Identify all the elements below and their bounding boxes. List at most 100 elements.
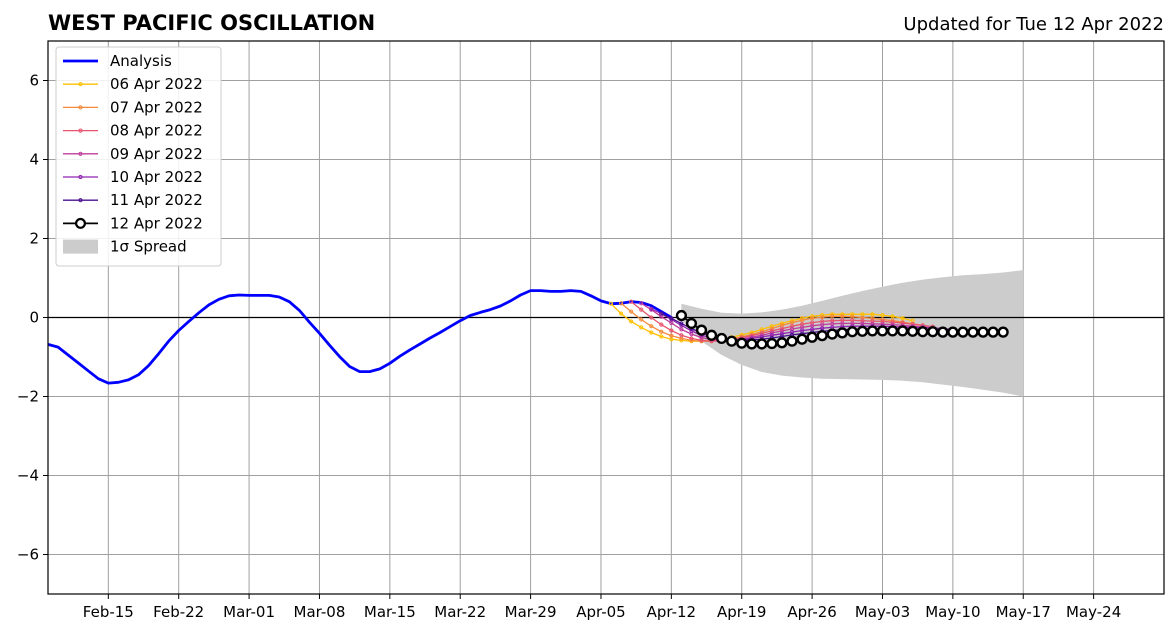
legend-label: 11 Apr 2022 — [110, 191, 203, 209]
legend-entry: 09 Apr 2022 — [63, 145, 203, 163]
forecast-point — [669, 316, 674, 321]
forecast-point — [659, 329, 664, 334]
x-tick-label: Apr-26 — [787, 603, 837, 621]
legend-label: 08 Apr 2022 — [110, 122, 203, 140]
x-tick-label: Apr-12 — [647, 603, 697, 621]
forecast-point — [649, 306, 654, 311]
legend-marker — [78, 151, 83, 156]
forecast-series-6 — [675, 309, 1009, 350]
legend-label: 09 Apr 2022 — [110, 145, 203, 163]
forecast-point — [649, 330, 654, 335]
y-tick-label: −6 — [17, 546, 39, 564]
forecast-point — [669, 333, 674, 338]
forecast-point — [699, 335, 704, 340]
forecast-point — [639, 325, 644, 330]
x-tick-label: May-17 — [996, 603, 1051, 621]
legend-entry: 07 Apr 2022 — [63, 98, 203, 116]
forecast-point — [880, 313, 885, 318]
forecast-point — [705, 329, 718, 341]
forecast-point — [629, 299, 634, 304]
forecast-point — [639, 317, 644, 322]
x-tick-label: Mar-01 — [223, 603, 275, 621]
forecast-point — [776, 337, 788, 349]
legend-marker — [78, 128, 83, 133]
forecast-series — [608, 299, 1009, 350]
forecast-point — [618, 311, 624, 316]
legend-marker — [78, 105, 83, 110]
x-tick-label: Feb-22 — [153, 603, 204, 621]
forecast-point — [759, 327, 764, 332]
x-tick-label: Apr-05 — [576, 603, 626, 621]
forecast-point — [890, 314, 895, 319]
y-tick-label: 0 — [29, 309, 39, 327]
forecast-point — [927, 326, 939, 338]
y-tick-label: −4 — [17, 467, 39, 485]
forecast-point — [890, 320, 895, 325]
forecast-point — [866, 325, 879, 337]
x-axis-ticks: Feb-15 Feb-22 Mar-01 Mar-08 Mar-15 Mar-22 Mar-… — [83, 594, 1121, 621]
forecast-point — [629, 309, 634, 314]
x-tick-label: Feb-15 — [83, 603, 134, 621]
legend-label: 12 Apr 2022 — [110, 214, 203, 232]
forecast-point — [987, 326, 999, 338]
forecast-point — [937, 326, 949, 338]
forecast-point — [907, 325, 919, 337]
analysis-series — [47, 289, 673, 385]
forecast-point — [726, 335, 738, 347]
legend-marker — [74, 217, 86, 229]
forecast-point — [679, 327, 684, 332]
forecast-point — [618, 301, 624, 306]
x-tick-label: Mar-22 — [434, 603, 486, 621]
forecast-line — [610, 303, 913, 342]
legend-label: 06 Apr 2022 — [110, 75, 203, 93]
forecast-point — [947, 326, 959, 338]
forecast-point — [608, 301, 614, 306]
forecast-point — [967, 326, 979, 338]
forecast-point — [997, 326, 1009, 338]
forecast-point — [816, 330, 828, 342]
x-tick-label: May-24 — [1066, 603, 1121, 621]
chart-subtitle: Updated for Tue 12 Apr 2022 — [903, 14, 1164, 35]
legend-marker — [78, 82, 83, 87]
forecast-point — [846, 326, 858, 338]
x-tick-label: May-03 — [855, 603, 910, 621]
x-tick-label: Mar-15 — [364, 603, 416, 621]
forecast-point — [917, 326, 929, 338]
forecast-point — [870, 312, 875, 317]
forecast-point — [876, 325, 889, 337]
legend-entry: 11 Apr 2022 — [63, 191, 203, 209]
forecast-point — [856, 325, 868, 337]
legend-marker — [78, 198, 83, 203]
legend-label: 1σ Spread — [110, 238, 187, 256]
forecast-point — [659, 334, 664, 339]
forecast-point — [836, 327, 848, 339]
x-tick-label: Mar-29 — [505, 603, 557, 621]
legend-label: 07 Apr 2022 — [110, 98, 203, 116]
legend-entry: 08 Apr 2022 — [63, 122, 203, 140]
legend: Analysis 06 Apr 2022 07 Apr 2022 08 Apr 202… — [55, 46, 222, 267]
forecast-point — [639, 301, 644, 306]
forecast-point — [689, 328, 694, 334]
forecast-point — [675, 309, 688, 322]
forecast-point — [629, 319, 634, 324]
legend-entry: 12 Apr 2022 — [63, 214, 203, 232]
forecast-point — [769, 326, 774, 331]
forecast-point — [840, 314, 845, 319]
x-tick-label: May-10 — [925, 603, 980, 621]
forecast-point — [695, 324, 708, 336]
forecast-point — [769, 324, 774, 329]
y-tick-label: −2 — [17, 388, 39, 406]
forecast-point — [659, 311, 664, 316]
forecast-point — [669, 328, 674, 333]
forecast-point — [649, 315, 654, 320]
legend-entry: 10 Apr 2022 — [63, 168, 203, 186]
analysis-line — [47, 289, 673, 385]
forecast-point — [769, 330, 774, 336]
forecast-point — [957, 326, 969, 338]
forecast-point — [806, 331, 818, 343]
forecast-point — [746, 338, 758, 350]
forecast-point — [850, 312, 855, 317]
forecast-point — [977, 326, 989, 338]
y-tick-label: 4 — [29, 151, 39, 169]
